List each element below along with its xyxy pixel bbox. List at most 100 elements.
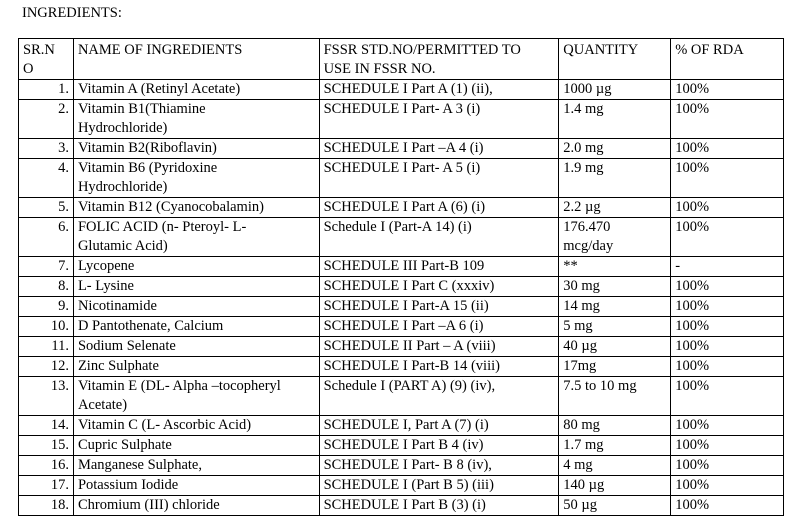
serial-number: 10.: [18, 316, 74, 337]
ingredient-name: Nicotinamide: [72, 296, 320, 317]
quantity: 1.9 mg: [558, 158, 672, 198]
fssr-reference: Schedule I (Part-A 14) (i): [318, 217, 560, 257]
ingredient-name: Vitamin B12 (Cyanocobalamin): [72, 197, 320, 218]
ingredient-name: D Pantothenate, Calcium: [72, 316, 320, 337]
serial-number: 11.: [18, 336, 74, 357]
ingredient-name: L- Lysine: [72, 276, 320, 297]
rda-percent: 100%: [670, 376, 784, 416]
serial-number: 1.: [18, 79, 74, 100]
fssr-reference: SCHEDULE I Part –A 4 (i): [318, 138, 560, 159]
table-row: 4. Vitamin B6 (Pyridoxine Hydrochloride) S…: [18, 158, 784, 198]
quantity: 1.7 mg: [558, 435, 672, 456]
header-row: SR.N O NAME OF INGREDIENTS FSSR STD.NO/PER…: [18, 38, 784, 80]
table-row: 11. Sodium Selenate SCHEDULE II Part – A (…: [18, 336, 784, 357]
rda-percent: 100%: [670, 435, 784, 456]
fssr-reference: SCHEDULE I Part A (6) (i): [318, 197, 560, 218]
column-header: QUANTITY: [558, 38, 672, 80]
serial-number: 15.: [18, 435, 74, 456]
ingredient-name: Vitamin B6 (Pyridoxine Hydrochloride): [72, 158, 320, 198]
fssr-reference: SCHEDULE I Part C (xxxiv): [318, 276, 560, 297]
quantity: 14 mg: [558, 296, 672, 317]
table-row: 1. Vitamin A (Retinyl Acetate) SCHEDULE I …: [18, 79, 784, 100]
quantity: 50 µg: [558, 495, 672, 516]
column-header: SR.N O: [18, 38, 74, 80]
serial-number: 13.: [18, 376, 74, 416]
table-row: 7. Lycopene SCHEDULE III Part-B 109 ** -: [18, 256, 784, 277]
fssr-reference: SCHEDULE I Part-B 14 (viii): [318, 356, 560, 377]
ingredient-name: Vitamin B1(Thiamine Hydrochloride): [72, 99, 320, 139]
rda-percent: 100%: [670, 475, 784, 496]
fssr-reference: SCHEDULE II Part – A (viii): [318, 336, 560, 357]
quantity: 17mg: [558, 356, 672, 377]
ingredient-name: Cupric Sulphate: [72, 435, 320, 456]
rda-percent: 100%: [670, 495, 784, 516]
fssr-reference: SCHEDULE I Part –A 6 (i): [318, 316, 560, 337]
quantity: 30 mg: [558, 276, 672, 297]
serial-number: 17.: [18, 475, 74, 496]
serial-number: 16.: [18, 455, 74, 476]
rda-percent: 100%: [670, 415, 784, 436]
table-row: 16. Manganese Sulphate, SCHEDULE I Part- B…: [18, 455, 784, 476]
ingredient-name: FOLIC ACID (n- Pteroyl- L- Glutamic Acid…: [72, 217, 320, 257]
quantity: 5 mg: [558, 316, 672, 337]
ingredient-name: Vitamin C (L- Ascorbic Acid): [72, 415, 320, 436]
rda-percent: 100%: [670, 455, 784, 476]
rda-percent: 100%: [670, 316, 784, 337]
quantity: 80 mg: [558, 415, 672, 436]
ingredient-name: Vitamin B2(Riboflavin): [72, 138, 320, 159]
ingredient-name: Potassium Iodide: [72, 475, 320, 496]
table-row: 5. Vitamin B12 (Cyanocobalamin) SCHEDULE I…: [18, 197, 784, 218]
quantity: 7.5 to 10 mg: [558, 376, 672, 416]
quantity: 4 mg: [558, 455, 672, 476]
document-title: INGREDIENTS:: [22, 5, 122, 21]
rda-percent: 100%: [670, 99, 784, 139]
serial-number: 7.: [18, 256, 74, 277]
serial-number: 18.: [18, 495, 74, 516]
table-row: 6. FOLIC ACID (n- Pteroyl- L- Glutamic Ac…: [18, 217, 784, 257]
ingredients-table: SR.N O NAME OF INGREDIENTS FSSR STD.NO/PER…: [18, 38, 784, 516]
quantity: 40 µg: [558, 336, 672, 357]
table-row: 2. Vitamin B1(Thiamine Hydrochloride) SCHE…: [18, 99, 784, 139]
table-row: 8. L- Lysine SCHEDULE I Part C (xxxiv) 30 m…: [18, 276, 784, 297]
table-row: 13. Vitamin E (DL- Alpha –tocopheryl Acet…: [18, 376, 784, 416]
rda-percent: 100%: [670, 276, 784, 297]
table-body: 1. Vitamin A (Retinyl Acetate) SCHEDULE I …: [18, 79, 784, 516]
ingredient-name: Vitamin A (Retinyl Acetate): [72, 79, 320, 100]
ingredient-name: Lycopene: [72, 256, 320, 277]
fssr-reference: SCHEDULE I Part- B 8 (iv),: [318, 455, 560, 476]
serial-number: 5.: [18, 197, 74, 218]
fssr-reference: SCHEDULE I Part A (1) (ii),: [318, 79, 560, 100]
rda-percent: -: [670, 256, 784, 277]
table-row: 10. D Pantothenate, Calcium SCHEDULE I Par…: [18, 316, 784, 337]
rda-percent: 100%: [670, 356, 784, 377]
quantity: **: [558, 256, 672, 277]
serial-number: 14.: [18, 415, 74, 436]
table-row: 3. Vitamin B2(Riboflavin) SCHEDULE I Part …: [18, 138, 784, 159]
fssr-reference: SCHEDULE I, Part A (7) (i): [318, 415, 560, 436]
fssr-reference: Schedule I (PART A) (9) (iv),: [318, 376, 560, 416]
column-header: NAME OF INGREDIENTS: [72, 38, 320, 80]
fssr-reference: SCHEDULE I Part- A 3 (i): [318, 99, 560, 139]
ingredient-name: Manganese Sulphate,: [72, 455, 320, 476]
serial-number: 9.: [18, 296, 74, 317]
fssr-reference: SCHEDULE I Part B (3) (i): [318, 495, 560, 516]
table-row: 18. Chromium (III) chloride SCHEDULE I Par…: [18, 495, 784, 516]
fssr-reference: SCHEDULE I (Part B 5) (iii): [318, 475, 560, 496]
rda-percent: 100%: [670, 296, 784, 317]
quantity: 2.0 mg: [558, 138, 672, 159]
rda-percent: 100%: [670, 197, 784, 218]
rda-percent: 100%: [670, 158, 784, 198]
table-row: 15. Cupric Sulphate SCHEDULE I Part B 4 (i…: [18, 435, 784, 456]
column-header: % OF RDA: [670, 38, 784, 80]
quantity: 1.4 mg: [558, 99, 672, 139]
fssr-reference: SCHEDULE III Part-B 109: [318, 256, 560, 277]
ingredient-name: Zinc Sulphate: [72, 356, 320, 377]
serial-number: 6.: [18, 217, 74, 257]
serial-number: 3.: [18, 138, 74, 159]
quantity: 176.470 mcg/day: [558, 217, 672, 257]
quantity: 1000 µg: [558, 79, 672, 100]
table-row: 12. Zinc Sulphate SCHEDULE I Part-B 14 (vi…: [18, 356, 784, 377]
rda-percent: 100%: [670, 336, 784, 357]
serial-number: 8.: [18, 276, 74, 297]
ingredient-name: Chromium (III) chloride: [72, 495, 320, 516]
